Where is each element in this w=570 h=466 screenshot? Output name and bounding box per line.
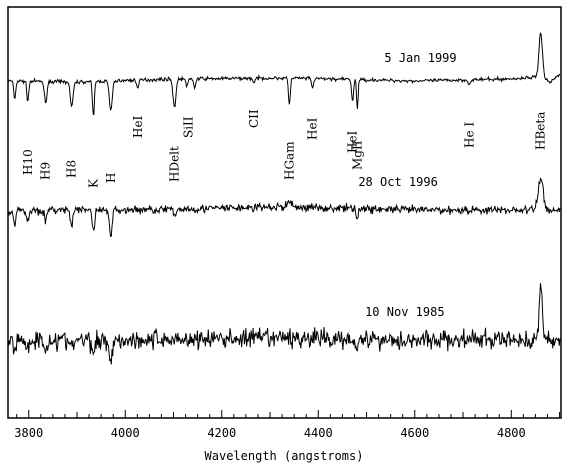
x-tick-label: 4200: [207, 426, 236, 440]
spectrum-line: [8, 177, 561, 237]
spectral-line-label: HeI: [131, 115, 145, 138]
spectral-line-label: HDelt: [167, 146, 181, 182]
epoch-label: 10 Nov 1985: [365, 305, 444, 319]
spectral-line-label: He I: [462, 122, 476, 148]
spectral-line-label: HeI: [305, 117, 319, 140]
spectral-line-label: SiII: [181, 116, 195, 138]
spectral-line-label: K: [86, 178, 100, 188]
x-tick-label: 4000: [111, 426, 140, 440]
x-tick-label: 4400: [304, 426, 333, 440]
spectrum-line: [8, 32, 561, 116]
epoch-labels: 5 Jan 1999 28 Oct 1996 10 Nov 1985: [358, 51, 456, 319]
spectral-line-label: MgII: [350, 140, 364, 170]
spectral-line-label: H8: [65, 160, 79, 178]
spectrum-line: [8, 283, 561, 365]
spectral-line-label: HeI: [346, 130, 360, 153]
epoch-label: 28 Oct 1996: [358, 175, 437, 189]
x-axis-ticks: 3800 4000 4200 4400 4600 4800: [14, 410, 561, 440]
spectral-line-label: HGam: [282, 141, 296, 180]
x-tick-label: 3800: [14, 426, 43, 440]
spectral-line-label: HBeta: [534, 112, 548, 150]
spectral-line-label: H10: [21, 149, 35, 175]
plot-frame: [7, 6, 562, 419]
spectral-line-label: CII: [247, 109, 261, 128]
epoch-label: 5 Jan 1999: [384, 51, 456, 65]
spectra-group: [8, 32, 561, 365]
x-tick-label: 4800: [497, 426, 526, 440]
spectral-line-label: H: [104, 173, 118, 183]
x-tick-label: 4600: [400, 426, 429, 440]
x-axis-title: Wavelength (angstroms): [205, 449, 364, 463]
spectral-line-label: H9: [39, 162, 53, 180]
